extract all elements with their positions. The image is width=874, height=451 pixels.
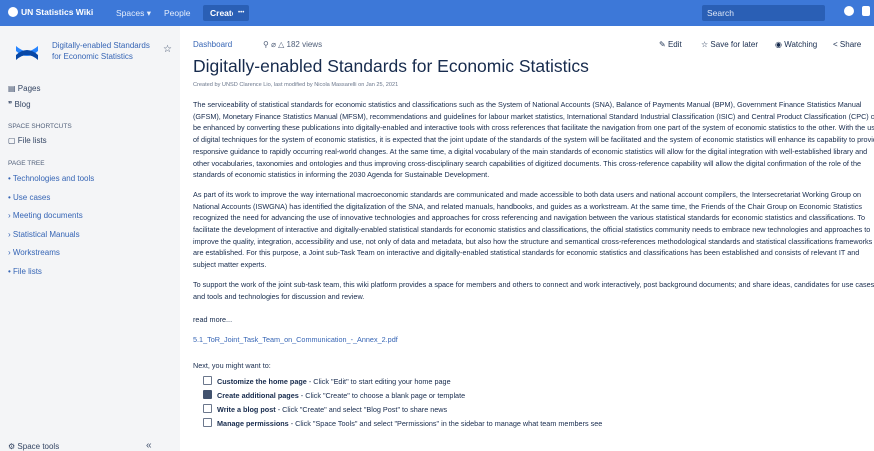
notification-icon[interactable] [862, 6, 870, 16]
tree-item-text: Workstreams [12, 248, 60, 257]
task-title: Manage permissions [217, 419, 289, 429]
task-title: Create additional pages [217, 391, 299, 401]
tree-item[interactable]: • File lists [8, 266, 42, 276]
tree-item[interactable]: › Meeting documents [8, 211, 83, 220]
action[interactable]: ✎ Edit [659, 40, 682, 49]
nav-link[interactable]: People [164, 8, 191, 18]
section-heading: SPACE SHORTCUTS [8, 123, 72, 130]
paragraph: As part of its work to improve the way i… [193, 189, 873, 270]
action-text: Save for later [710, 40, 758, 49]
space-tools-text: Space tools [17, 442, 60, 451]
task: Manage permissions - Click "Space Tools"… [203, 418, 874, 430]
attachment-link[interactable]: 5.1_ToR_Joint_Task_Team_on_Communication… [193, 334, 398, 344]
task-text: - Click "Edit" to start editing your hom… [306, 377, 451, 387]
tree-item-text: Use cases [13, 192, 51, 202]
action[interactable]: ◉ Watching [775, 40, 818, 49]
views-text: 182 views [286, 40, 323, 49]
space-tools[interactable]: ⚙ Space tools [8, 442, 60, 451]
tree-item[interactable]: • Technologies and tools [8, 174, 95, 183]
task-text: - Click "Create" and select "Blog Post" … [275, 405, 448, 415]
sidebar-item-text: Pages [17, 84, 41, 93]
logo-text: UN Statistics Wiki [21, 7, 94, 17]
page-title: Digitally-enabled Standards for Economic… [193, 56, 589, 76]
sidebar-item[interactable]: ▤ Pages [8, 84, 41, 93]
action[interactable]: < Share [833, 40, 862, 49]
read-more: read more... [193, 314, 874, 326]
tree-item[interactable]: • Use cases [8, 192, 51, 202]
tree-item-text: Technologies and tools [12, 174, 95, 183]
sidebar-item-text: Blog [14, 100, 31, 109]
sidebar-item[interactable]: ❞ Blog [8, 100, 31, 109]
search-box[interactable]: Search [702, 5, 825, 21]
star-icon[interactable]: ☆ [163, 44, 172, 55]
section-heading: PAGE TREE [8, 160, 45, 167]
nav-link[interactable]: Spaces ▾ [116, 8, 151, 18]
tree-item[interactable]: › Workstreams [8, 248, 60, 257]
tree-item[interactable]: › Statistical Manuals [8, 229, 80, 239]
tree-item-text: Statistical Manuals [12, 229, 80, 239]
collapse-icon[interactable]: « [146, 440, 152, 451]
help-icon[interactable] [844, 6, 854, 16]
attachment: 5.1_ToR_Joint_Task_Team_on_Communication… [193, 334, 874, 346]
content: Dashboard ⚲ ⌀ △ 182 views ✎ Edit ☆ Save … [193, 26, 874, 451]
read-more-link[interactable]: read more... [193, 315, 233, 325]
next-heading: Next, you might want to: [193, 360, 271, 370]
checkbox[interactable] [203, 390, 212, 400]
paragraph: To support the work of the joint sub-tas… [193, 279, 874, 301]
action-text: Share [839, 40, 862, 49]
task: Write a blog post - Click "Create" and s… [203, 404, 874, 416]
action[interactable]: ☆ Save for later [701, 40, 758, 49]
nav-text: Spaces [116, 8, 145, 18]
checkbox[interactable] [203, 418, 212, 428]
tree-item-text: File lists [13, 266, 42, 276]
task-text: - Click "Space Tools" and select "Permis… [288, 419, 603, 429]
logo[interactable]: UN Statistics Wiki [8, 7, 93, 17]
more-button[interactable]: ••• [233, 5, 250, 21]
task: Customize the home page - Click "Edit" t… [203, 376, 874, 388]
space-logo [16, 46, 38, 60]
task: Create additional pages - Click "Create"… [203, 390, 874, 402]
action-text: Watching [784, 40, 818, 49]
sidebar: Digitally-enabled Standards for Economic… [0, 26, 180, 451]
byline: Created by UNSD Clarence Lio, last modif… [193, 82, 399, 88]
breadcrumb[interactable]: Dashboard [193, 40, 233, 49]
space-name[interactable]: Digitally-enabled Standards for Economic… [52, 41, 150, 61]
task-title: Write a blog post [217, 405, 276, 415]
logo-icon [8, 7, 18, 17]
task-title: Customize the home page [217, 377, 307, 387]
paragraph: The serviceability of statistical standa… [193, 100, 874, 180]
task-text: - Click "Create" to choose a blank page … [298, 391, 466, 401]
tree-item-text: Meeting documents [12, 211, 83, 220]
shortcut[interactable]: ▢ File lists [8, 136, 47, 145]
page-body: The serviceability of statistical standa… [193, 99, 874, 432]
shortcut-text: File lists [17, 136, 47, 145]
checkbox[interactable] [203, 376, 212, 386]
checkbox[interactable] [203, 404, 212, 414]
action-text: Edit [667, 40, 682, 49]
top-bar: UN Statistics Wiki Spaces ▾ People Creat… [0, 0, 874, 26]
views: ⚲ ⌀ △ 182 views [263, 40, 323, 49]
